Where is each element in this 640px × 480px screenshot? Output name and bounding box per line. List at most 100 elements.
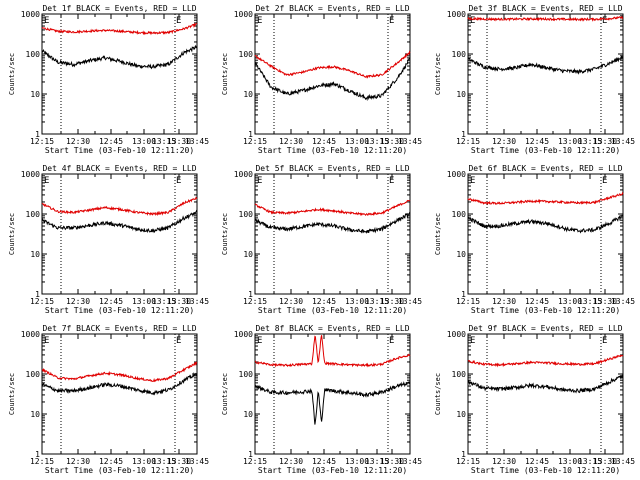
- x-axis-label: Start Time (03-Feb-10 12:11:20): [471, 466, 620, 475]
- x-tick-label: 12:45: [99, 137, 123, 146]
- series-events-line: [467, 54, 624, 75]
- panel-title: Det 5f BLACK = Events, RED = LLD: [255, 164, 409, 173]
- y-tick-label: 1: [461, 290, 466, 299]
- x-tick-label: 12:30: [279, 297, 303, 306]
- panel-9: Det 9f BLACK = Events, RED = LLD 1 10 100 10…: [434, 324, 635, 475]
- x-tick-label: 12:15: [243, 297, 267, 306]
- event-marker: E: [389, 176, 394, 186]
- x-tick-label: 12:15: [243, 137, 267, 146]
- plot-frame: [254, 173, 411, 295]
- x-tick-label: 12:45: [312, 137, 336, 146]
- y-tick-label: 1000: [234, 10, 253, 19]
- event-marker: E: [257, 176, 262, 186]
- y-axis-label: Counts/sec: [221, 373, 229, 415]
- series-lld-line: [254, 335, 411, 368]
- x-tick-label: 12:45: [312, 457, 336, 466]
- series-events-line: [467, 374, 624, 394]
- x-tick-label: 13:00: [345, 457, 369, 466]
- y-tick-label: 10: [243, 90, 253, 99]
- series-lld-line: [254, 199, 411, 217]
- x-tick-label: 13:45: [398, 297, 422, 306]
- x-tick-label: 13:00: [132, 297, 156, 306]
- panel-title: Det 4f BLACK = Events, RED = LLD: [42, 164, 196, 173]
- x-tick-label: 12:45: [525, 457, 549, 466]
- panel-8: Det 8f BLACK = Events, RED = LLD 1 10 100 10…: [221, 324, 422, 475]
- x-tick-label: 12:30: [492, 457, 516, 466]
- series-events-line: [467, 214, 624, 234]
- y-tick-label: 10: [456, 250, 466, 259]
- series-events-line: [41, 209, 198, 234]
- y-axis-label: Counts/sec: [434, 213, 442, 255]
- y-tick-label: 1: [35, 290, 40, 299]
- y-tick-label: 1: [248, 290, 253, 299]
- y-tick-label: 100: [26, 370, 41, 379]
- x-tick-label: 13:15: [578, 297, 602, 306]
- event-marker: E: [602, 176, 607, 186]
- event-marker: E: [257, 16, 262, 26]
- y-tick-label: 1: [35, 130, 40, 139]
- y-axis-label: Counts/sec: [8, 53, 16, 95]
- plot-frame: [41, 173, 198, 295]
- series-events-line: [254, 380, 411, 425]
- panel-title: Det 6f BLACK = Events, RED = LLD: [468, 164, 622, 173]
- x-tick-label: 13:15: [578, 137, 602, 146]
- x-axis-label: Start Time (03-Feb-10 12:11:20): [45, 466, 194, 475]
- x-tick-label: 13:30: [593, 457, 617, 466]
- y-tick-label: 1: [35, 450, 40, 459]
- y-tick-label: 1: [248, 450, 253, 459]
- x-tick-label: 12:15: [456, 457, 480, 466]
- x-axis-label: Start Time (03-Feb-10 12:11:20): [471, 306, 620, 315]
- x-tick-label: 12:30: [66, 297, 90, 306]
- y-tick-label: 1000: [447, 170, 466, 179]
- x-tick-label: 13:30: [593, 137, 617, 146]
- event-marker: E: [470, 336, 475, 346]
- panel-title: Det 3f BLACK = Events, RED = LLD: [468, 4, 622, 13]
- y-tick-label: 1000: [21, 330, 40, 339]
- y-tick-label: 1000: [234, 170, 253, 179]
- x-tick-label: 13:00: [558, 137, 582, 146]
- series-events-line: [254, 57, 411, 102]
- x-tick-label: 13:30: [593, 297, 617, 306]
- x-tick-label: 12:45: [525, 137, 549, 146]
- y-tick-label: 10: [30, 410, 40, 419]
- event-marker: E: [389, 336, 394, 346]
- event-marker: E: [602, 16, 607, 26]
- x-tick-label: 13:15: [152, 137, 176, 146]
- x-tick-label: 12:45: [525, 297, 549, 306]
- x-tick-label: 13:15: [365, 457, 389, 466]
- panel-1: Det 1f BLACK = Events, RED = LLD 1 10 100 10…: [8, 4, 209, 155]
- panel-6: Det 6f BLACK = Events, RED = LLD 1 10 100 10…: [434, 164, 635, 315]
- event-marker: E: [602, 336, 607, 346]
- panel-title: Det 7f BLACK = Events, RED = LLD: [42, 324, 196, 333]
- y-axis-label: Counts/sec: [434, 373, 442, 415]
- x-tick-label: 13:45: [185, 137, 209, 146]
- x-tick-label: 13:00: [345, 137, 369, 146]
- plot-frame: [41, 333, 198, 455]
- y-tick-label: 100: [239, 370, 254, 379]
- event-marker: E: [44, 16, 49, 26]
- y-axis-label: Counts/sec: [8, 373, 16, 415]
- x-tick-label: 13:15: [152, 457, 176, 466]
- x-tick-label: 12:30: [66, 457, 90, 466]
- y-axis-label: Counts/sec: [434, 53, 442, 95]
- series-events-line: [41, 372, 198, 396]
- series-lld-line: [467, 16, 624, 22]
- y-tick-label: 10: [243, 410, 253, 419]
- series-lld-line: [467, 354, 624, 368]
- panel-title: Det 8f BLACK = Events, RED = LLD: [255, 324, 409, 333]
- series-lld-line: [41, 22, 198, 36]
- event-marker: E: [176, 336, 181, 346]
- x-tick-label: 13:15: [365, 297, 389, 306]
- x-tick-label: 13:30: [380, 137, 404, 146]
- x-tick-label: 13:15: [365, 137, 389, 146]
- x-axis-label: Start Time (03-Feb-10 12:11:20): [471, 146, 620, 155]
- x-tick-label: 13:45: [611, 137, 635, 146]
- event-marker: E: [176, 16, 181, 26]
- y-tick-label: 10: [456, 410, 466, 419]
- x-tick-label: 12:15: [456, 137, 480, 146]
- y-axis-label: Counts/sec: [221, 53, 229, 95]
- series-lld-line: [254, 50, 411, 79]
- x-axis-label: Start Time (03-Feb-10 12:11:20): [45, 146, 194, 155]
- y-tick-label: 100: [239, 50, 254, 59]
